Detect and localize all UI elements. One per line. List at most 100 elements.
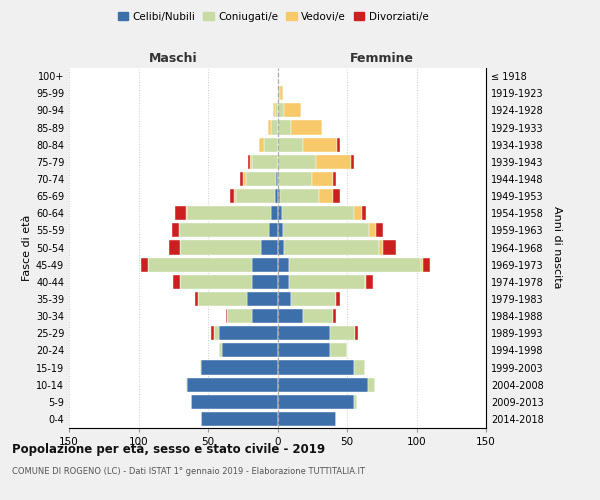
Bar bbox=[277, 258, 289, 272]
Y-axis label: Anni di nascita: Anni di nascita bbox=[551, 206, 562, 289]
Bar bbox=[354, 395, 357, 409]
Bar bbox=[180, 240, 261, 254]
Bar bbox=[201, 360, 277, 374]
Bar bbox=[277, 395, 354, 409]
Bar bbox=[271, 120, 277, 134]
Bar bbox=[261, 240, 277, 254]
Bar bbox=[368, 378, 375, 392]
Bar bbox=[186, 206, 187, 220]
Bar bbox=[336, 292, 340, 306]
Bar bbox=[277, 224, 283, 237]
Bar bbox=[337, 138, 340, 151]
Bar bbox=[277, 86, 280, 100]
Bar bbox=[277, 309, 302, 323]
Bar bbox=[172, 224, 179, 237]
Text: Popolazione per età, sesso e stato civile - 2019: Popolazione per età, sesso e stato civil… bbox=[12, 442, 325, 456]
Bar bbox=[277, 378, 368, 392]
Bar bbox=[248, 155, 250, 169]
Text: Femmine: Femmine bbox=[350, 52, 414, 65]
Bar bbox=[277, 292, 292, 306]
Bar bbox=[235, 189, 236, 203]
Bar bbox=[354, 206, 362, 220]
Bar bbox=[421, 258, 424, 272]
Bar bbox=[276, 172, 277, 186]
Legend: Celibi/Nubili, Coniugati/e, Vedovi/e, Divorziati/e: Celibi/Nubili, Coniugati/e, Vedovi/e, Di… bbox=[113, 8, 433, 26]
Bar bbox=[354, 360, 365, 374]
Bar bbox=[316, 155, 351, 169]
Bar bbox=[274, 104, 275, 118]
Bar bbox=[302, 309, 333, 323]
Bar bbox=[243, 172, 245, 186]
Bar bbox=[186, 378, 187, 392]
Bar bbox=[198, 292, 247, 306]
Bar bbox=[187, 378, 277, 392]
Bar bbox=[289, 258, 421, 272]
Bar bbox=[277, 104, 284, 118]
Bar bbox=[292, 120, 322, 134]
Bar bbox=[179, 224, 269, 237]
Bar bbox=[280, 189, 319, 203]
Bar bbox=[169, 240, 180, 254]
Text: COMUNE DI ROGENO (LC) - Dati ISTAT 1° gennaio 2019 - Elaborazione TUTTITALIA.IT: COMUNE DI ROGENO (LC) - Dati ISTAT 1° ge… bbox=[12, 468, 365, 476]
Bar bbox=[277, 344, 331, 357]
Bar bbox=[201, 412, 277, 426]
Bar bbox=[271, 206, 277, 220]
Bar bbox=[277, 206, 281, 220]
Bar bbox=[277, 360, 354, 374]
Bar bbox=[351, 155, 354, 169]
Bar bbox=[253, 309, 277, 323]
Bar bbox=[331, 326, 355, 340]
Bar bbox=[277, 275, 289, 289]
Bar bbox=[284, 240, 379, 254]
Bar bbox=[196, 292, 198, 306]
Bar bbox=[383, 240, 395, 254]
Bar bbox=[247, 292, 277, 306]
Bar bbox=[222, 344, 277, 357]
Bar bbox=[173, 275, 180, 289]
Bar bbox=[331, 344, 347, 357]
Bar bbox=[277, 172, 312, 186]
Bar bbox=[275, 104, 277, 118]
Text: Maschi: Maschi bbox=[149, 52, 197, 65]
Bar bbox=[250, 155, 253, 169]
Bar bbox=[269, 224, 277, 237]
Bar bbox=[226, 309, 227, 323]
Bar bbox=[268, 120, 271, 134]
Bar bbox=[277, 189, 280, 203]
Bar bbox=[253, 258, 277, 272]
Bar bbox=[289, 275, 365, 289]
Bar bbox=[424, 258, 430, 272]
Bar bbox=[175, 206, 186, 220]
Bar bbox=[333, 189, 340, 203]
Bar bbox=[292, 292, 336, 306]
Bar bbox=[376, 224, 383, 237]
Bar bbox=[227, 309, 253, 323]
Bar bbox=[200, 360, 201, 374]
Bar bbox=[214, 326, 219, 340]
Bar bbox=[259, 138, 263, 151]
Bar bbox=[148, 258, 253, 272]
Bar bbox=[275, 189, 277, 203]
Bar bbox=[141, 258, 148, 272]
Bar bbox=[277, 155, 316, 169]
Bar bbox=[253, 275, 277, 289]
Bar bbox=[253, 155, 277, 169]
Bar bbox=[240, 172, 243, 186]
Y-axis label: Fasce di età: Fasce di età bbox=[22, 214, 32, 280]
Bar bbox=[277, 412, 336, 426]
Bar bbox=[280, 86, 283, 100]
Bar bbox=[333, 309, 336, 323]
Bar bbox=[284, 104, 301, 118]
Bar bbox=[219, 344, 222, 357]
Bar bbox=[277, 240, 284, 254]
Bar bbox=[236, 189, 275, 203]
Bar bbox=[333, 172, 336, 186]
Bar bbox=[277, 138, 302, 151]
Bar bbox=[367, 275, 373, 289]
Bar bbox=[187, 206, 271, 220]
Bar bbox=[191, 395, 277, 409]
Bar bbox=[245, 172, 276, 186]
Bar bbox=[355, 326, 358, 340]
Bar bbox=[302, 138, 337, 151]
Bar bbox=[277, 120, 292, 134]
